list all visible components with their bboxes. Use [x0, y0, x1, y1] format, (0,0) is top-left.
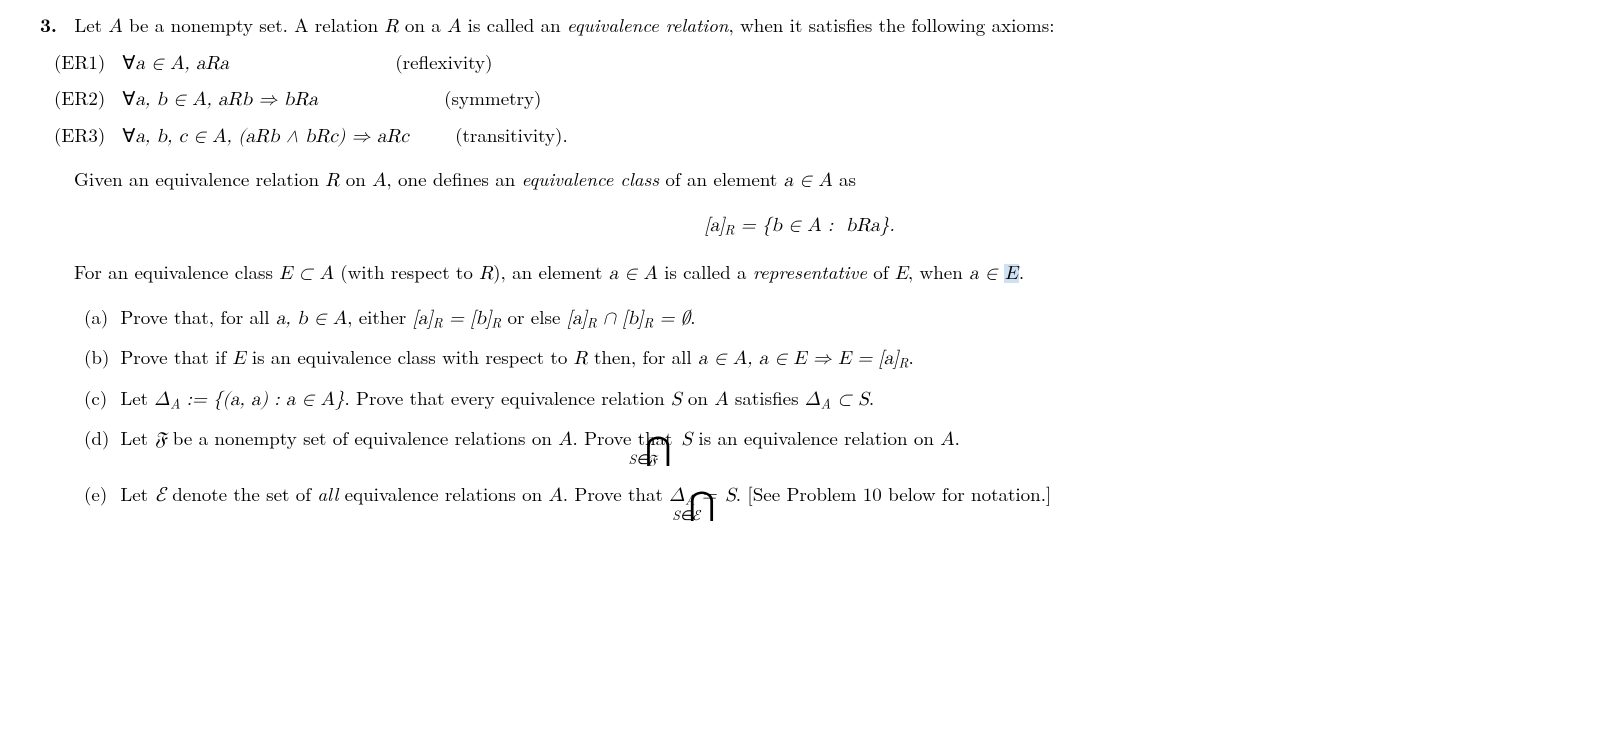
subpart-d: (d) Let 𝔉 be a nonempty set of equivalen… — [84, 424, 1559, 470]
subpart-a: (a) Prove that, for all a, b ∈ A, either… — [84, 303, 1559, 334]
subpart-c: (c) Let ΔA := {(a, a) : a ∈ A}. Prove th… — [84, 384, 1559, 415]
para-representative: For an equivalence class E ⊂ A (with res… — [74, 258, 1559, 289]
para-equivalence-class: Given an equivalence relation R on A, on… — [74, 165, 1559, 196]
problem-number: 3. — [40, 10, 68, 39]
subpart-list: (a) Prove that, for all a, b ∈ A, either… — [84, 303, 1559, 526]
axiom-er2: (ER2) ∀a, b ∈ A, aRb ⇒ bRa (symmetry) — [54, 84, 1559, 115]
script-f: 𝔉 — [154, 429, 166, 450]
display-equation-eqclass: [a]R = {b ∈ A : bRa}. — [40, 210, 1559, 241]
term-representative: representative — [753, 258, 867, 285]
term-equivalence-class: equivalence class — [522, 165, 659, 192]
term-equivalence-relation: equivalence relation — [567, 11, 728, 38]
problem-statement: 3. Let A be a nonempty set. A relation R… — [40, 10, 1559, 42]
subpart-e: (e) Let ℰ denote the set of all equivale… — [84, 480, 1559, 526]
highlighted-e: E — [1004, 264, 1019, 283]
axiom-list: (ER1) ∀a ∈ A, aRa (reflexivity) (ER2) ∀a… — [54, 48, 1559, 152]
intro-text: Let A be a nonempty set. A relation R on… — [74, 11, 1054, 38]
axiom-er3: (ER3) ∀a, b, c ∈ A, (aRb ∧ bRc) ⇒ aRc (t… — [54, 121, 1559, 152]
script-e: ℰ — [154, 485, 166, 506]
subpart-b: (b) Prove that if E is an equivalence cl… — [84, 343, 1559, 374]
axiom-er1: (ER1) ∀a ∈ A, aRa (reflexivity) — [54, 48, 1559, 79]
